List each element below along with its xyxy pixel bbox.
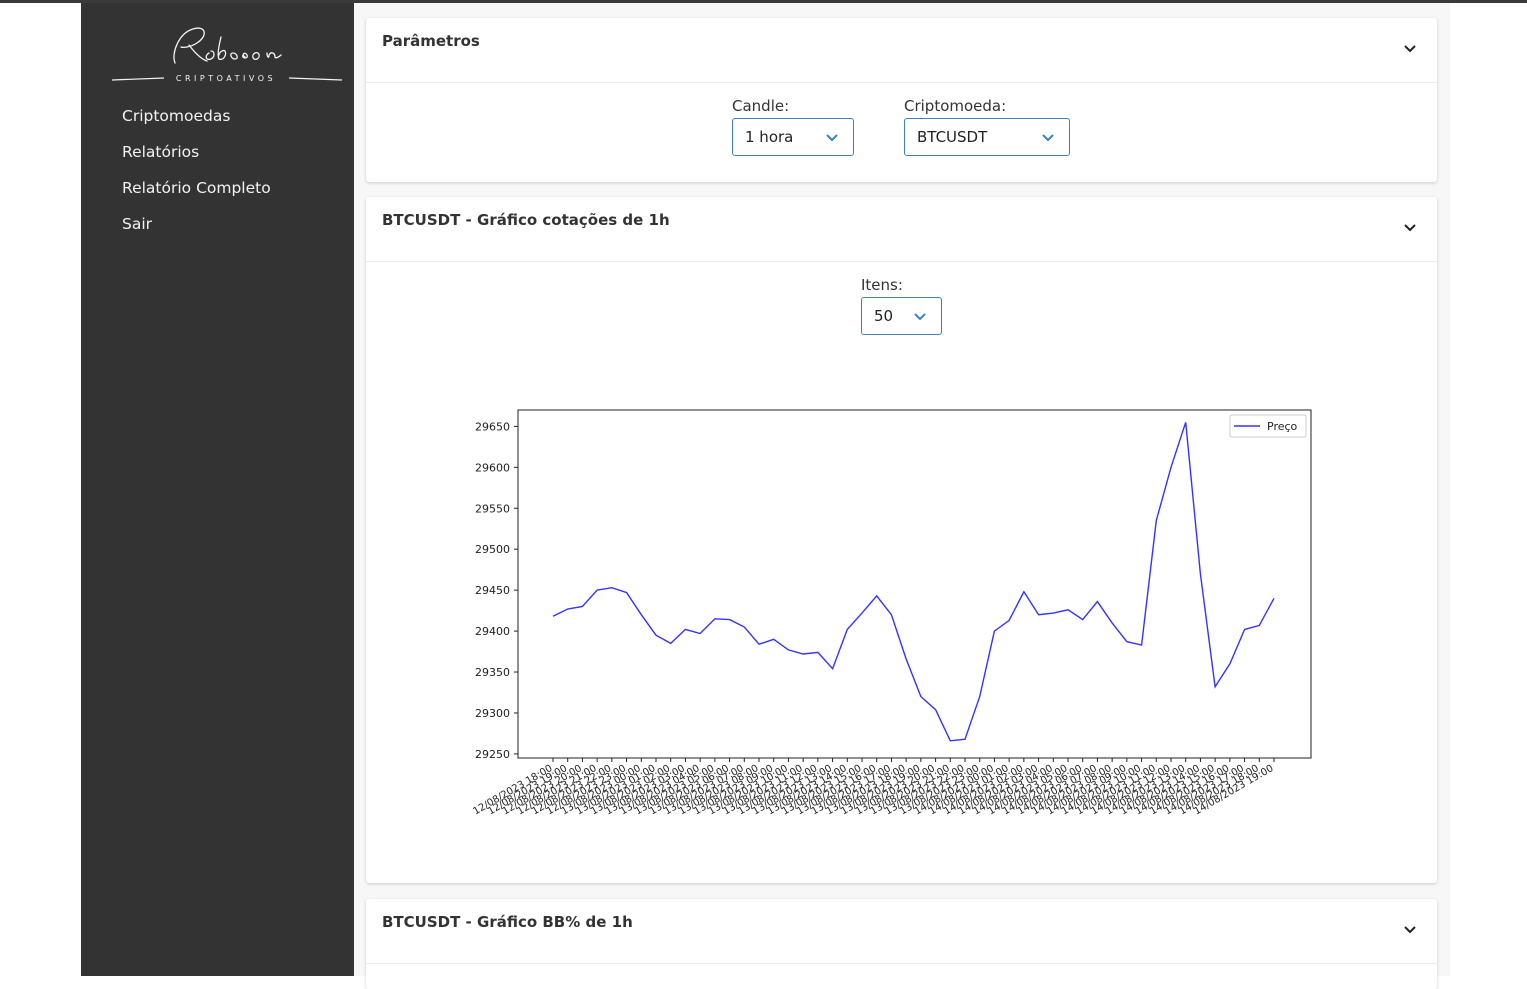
plot-area bbox=[517, 409, 1312, 759]
legend-label: Preço bbox=[1267, 420, 1298, 433]
params-card-header[interactable]: Parâmetros bbox=[366, 18, 1437, 83]
sidebar: CRIPTOATIVOS Criptomoedas Relatórios Rel… bbox=[81, 3, 354, 976]
y-tick-label: 29350 bbox=[475, 666, 510, 679]
price-chart: 29250 29300 29350 29400 29450 29500 29550 29600… bbox=[471, 409, 1312, 817]
crypto-select[interactable]: BTCUSDT bbox=[904, 118, 1070, 156]
y-tick-label: 29650 bbox=[475, 420, 510, 433]
y-tick-label: 29500 bbox=[475, 543, 510, 556]
chevron-down-icon[interactable] bbox=[1403, 223, 1417, 233]
logo-tagline: CRIPTOATIVOS bbox=[176, 74, 276, 83]
brand-logo: CRIPTOATIVOS bbox=[109, 15, 344, 85]
candle-label: Candle: bbox=[732, 97, 790, 115]
bb-chart-card-header[interactable]: BTCUSDT - Gráfico BB% de 1h bbox=[366, 899, 1437, 964]
bb-chart-title: BTCUSDT - Gráfico BB% de 1h bbox=[382, 913, 633, 931]
items-select[interactable]: 50 bbox=[861, 297, 942, 335]
params-card: Parâmetros Candle: 1 hora Criptomoeda: B… bbox=[366, 18, 1437, 182]
legend-box bbox=[1229, 414, 1307, 438]
y-tick-label: 29250 bbox=[475, 748, 510, 761]
items-label: Itens: bbox=[861, 276, 903, 294]
chevron-down-icon bbox=[1042, 134, 1054, 142]
chevron-down-icon[interactable] bbox=[1403, 44, 1417, 54]
candle-select-value: 1 hora bbox=[745, 128, 794, 146]
chevron-down-icon[interactable] bbox=[1403, 925, 1417, 935]
y-tick-label: 29400 bbox=[475, 625, 510, 638]
y-tick-label: 29450 bbox=[475, 584, 510, 597]
y-axis: 29250 29300 29350 29400 29450 29500 29550 29600… bbox=[475, 420, 518, 761]
y-tick-label: 29550 bbox=[475, 502, 510, 515]
sidebar-item-sair[interactable]: Sair bbox=[122, 215, 153, 233]
y-tick-label: 29300 bbox=[475, 707, 510, 720]
bb-chart-card: BTCUSDT - Gráfico BB% de 1h bbox=[366, 899, 1437, 989]
chart-legend: Preço bbox=[1229, 414, 1307, 438]
price-chart-title: BTCUSDT - Gráfico cotações de 1h bbox=[382, 211, 670, 229]
series-line-preco bbox=[552, 422, 1275, 742]
y-tick-label: 29600 bbox=[475, 461, 510, 474]
sidebar-item-relatorio-completo[interactable]: Relatório Completo bbox=[122, 179, 271, 197]
price-chart-card-header[interactable]: BTCUSDT - Gráfico cotações de 1h bbox=[366, 197, 1437, 262]
chevron-down-icon bbox=[826, 134, 838, 142]
chevron-down-icon bbox=[914, 313, 926, 321]
candle-select[interactable]: 1 hora bbox=[732, 118, 854, 156]
top-border bbox=[0, 0, 1527, 3]
items-select-value: 50 bbox=[874, 307, 894, 325]
params-title: Parâmetros bbox=[382, 32, 480, 50]
sidebar-item-relatorios[interactable]: Relatórios bbox=[122, 143, 200, 161]
crypto-select-value: BTCUSDT bbox=[917, 128, 988, 146]
sidebar-item-criptomoedas[interactable]: Criptomoedas bbox=[122, 107, 231, 125]
crypto-label: Criptomoeda: bbox=[904, 97, 1007, 115]
